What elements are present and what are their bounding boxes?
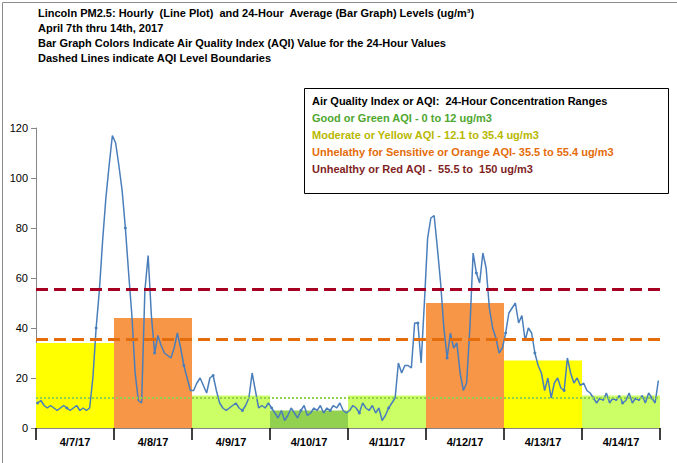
- svg-text:4/14/17: 4/14/17: [603, 436, 640, 448]
- svg-text:4/8/17: 4/8/17: [138, 436, 169, 448]
- svg-text:Good or Green AQI - 0 to 12 ug: Good or Green AQI - 0 to 12 ug/m3: [312, 112, 492, 124]
- svg-text:Air Quality Index or AQI: 24-: Air Quality Index or AQI: 24-Hour Concen…: [312, 95, 607, 107]
- svg-text:Lincoln PM2.5: Hourly (Line P: Lincoln PM2.5: Hourly (Line Plot) and 24…: [38, 7, 475, 19]
- svg-text:April 7th thru 14th, 2017: April 7th thru 14th, 2017: [38, 22, 163, 34]
- svg-text:4/9/17: 4/9/17: [216, 436, 247, 448]
- svg-text:4/7/17: 4/7/17: [60, 436, 91, 448]
- svg-text:60: 60: [16, 272, 28, 284]
- svg-text:100: 100: [10, 172, 28, 184]
- svg-text:Unhealthy or Red AQI - 55.5 t: Unhealthy or Red AQI - 55.5 to 150 ug/m3: [312, 163, 533, 175]
- svg-text:20: 20: [16, 372, 28, 384]
- svg-text:4/13/17: 4/13/17: [525, 436, 562, 448]
- svg-text:Moderate or Yellow AQI - 12.1: Moderate or Yellow AQI - 12.1 to 35.4 ug…: [312, 129, 539, 141]
- svg-text:Bar Graph Colors Indicate Air: Bar Graph Colors Indicate Air Quality In…: [38, 37, 446, 49]
- svg-text:Dashed Lines indicate AQI Leve: Dashed Lines indicate AQI Level Boundari…: [38, 52, 271, 64]
- svg-text:80: 80: [16, 222, 28, 234]
- svg-text:0: 0: [22, 422, 28, 434]
- svg-text:120: 120: [10, 122, 28, 134]
- svg-text:4/11/17: 4/11/17: [369, 436, 405, 448]
- svg-text:4/12/17: 4/12/17: [447, 436, 484, 448]
- svg-text:40: 40: [16, 322, 28, 334]
- svg-text:4/10/17: 4/10/17: [291, 436, 328, 448]
- svg-text:Unhelathy for Sensitive or Ora: Unhelathy for Sensitive or Orange AQI- 3…: [312, 146, 614, 158]
